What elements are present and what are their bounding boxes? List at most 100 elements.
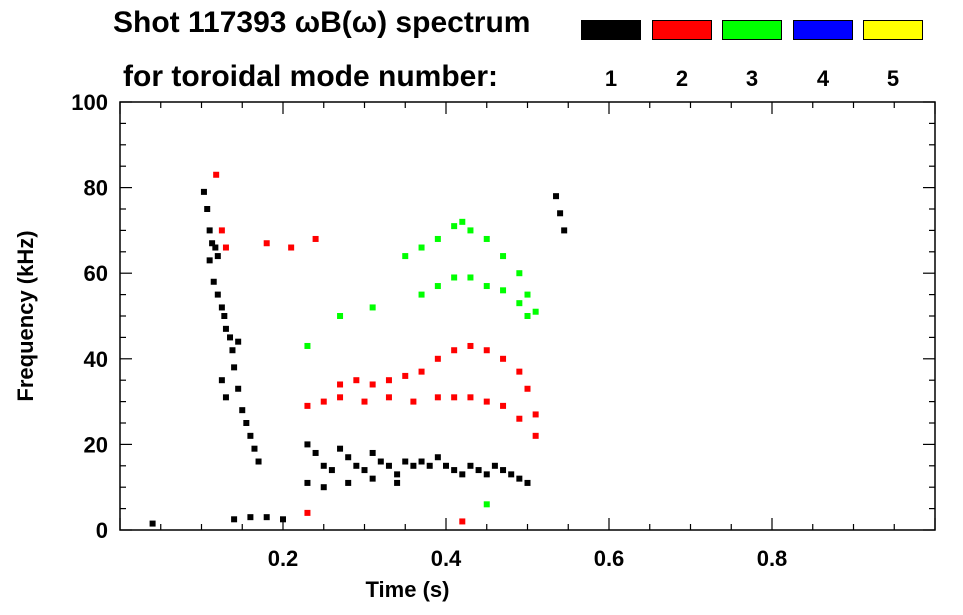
data-point-mode-3	[500, 287, 507, 294]
data-point-mode-2	[516, 415, 523, 422]
data-point-mode-1	[369, 475, 376, 482]
legend-label-1: 1	[604, 66, 618, 91]
chart-subtitle: for toroidal mode number:	[123, 60, 498, 93]
data-point-mode-1	[394, 471, 401, 478]
data-point-mode-1	[500, 467, 507, 474]
data-point-mode-1	[304, 441, 311, 448]
legend-label-4: 4	[816, 66, 830, 91]
data-point-mode-2	[418, 368, 425, 375]
data-point-mode-1	[247, 432, 254, 439]
data-point-mode-2	[361, 398, 368, 405]
data-point-mode-1	[475, 467, 482, 474]
data-point-mode-1	[263, 514, 270, 521]
data-point-mode-1	[491, 462, 498, 469]
data-point-mode-1	[345, 454, 352, 461]
y-axis-title: Frequency (kHz)	[13, 230, 38, 401]
x-tick-label: 0.6	[594, 546, 625, 571]
data-point-mode-2	[467, 342, 474, 349]
data-point-mode-1	[206, 227, 213, 234]
chart-title: Shot 117393 ωB(ω) spectrum	[113, 6, 531, 39]
y-tick-label: 20	[84, 432, 108, 457]
data-point-mode-1	[345, 479, 352, 486]
data-point-mode-1	[210, 278, 217, 285]
data-point-mode-3	[337, 313, 344, 319]
data-point-mode-3	[500, 253, 507, 260]
data-point-mode-1	[557, 210, 564, 217]
data-point-mode-1	[410, 462, 417, 469]
y-tick-label: 80	[84, 176, 108, 201]
y-tick-label: 60	[84, 261, 108, 286]
data-point-mode-1	[524, 479, 531, 486]
data-point-mode-1	[434, 454, 441, 461]
data-point-mode-1	[418, 458, 425, 465]
data-point-mode-3	[451, 274, 458, 281]
data-point-mode-1	[204, 206, 211, 212]
data-point-mode-3	[434, 235, 441, 242]
data-point-mode-1	[218, 304, 225, 311]
data-point-mode-1	[337, 445, 344, 452]
data-point-mode-2	[337, 394, 344, 401]
data-point-mode-1	[402, 458, 409, 465]
data-point-mode-1	[149, 520, 156, 527]
data-point-mode-2	[385, 377, 392, 384]
data-point-mode-1	[483, 471, 490, 478]
x-tick-label: 0.8	[757, 546, 788, 571]
data-point-mode-2	[337, 381, 344, 388]
data-point-mode-3	[304, 342, 311, 349]
data-point-mode-1	[212, 244, 219, 251]
data-point-mode-1	[255, 458, 262, 465]
x-tick-label: 0.2	[268, 546, 299, 571]
data-point-mode-2	[532, 432, 539, 439]
data-point-mode-3	[483, 501, 490, 508]
data-point-mode-2	[467, 394, 474, 401]
data-point-mode-2	[434, 394, 441, 401]
data-point-mode-1	[243, 420, 250, 426]
data-point-mode-2	[434, 355, 441, 362]
data-point-mode-1	[553, 193, 560, 200]
data-point-mode-1	[214, 253, 221, 260]
data-point-mode-2	[385, 394, 392, 401]
data-point-mode-3	[402, 253, 409, 260]
data-point-mode-2	[483, 398, 490, 405]
data-point-mode-2	[353, 377, 360, 384]
data-point-mode-1	[304, 479, 311, 486]
data-point-mode-1	[377, 458, 384, 465]
data-point-mode-2	[451, 394, 458, 401]
data-point-mode-1	[561, 227, 568, 234]
legend-swatch-1	[581, 20, 641, 40]
data-point-mode-1	[451, 467, 458, 474]
data-point-mode-1	[235, 385, 242, 392]
data-point-mode-1	[221, 313, 228, 319]
legend-swatch-3	[722, 20, 782, 40]
data-point-mode-1	[200, 188, 207, 195]
data-point-mode-2	[222, 244, 229, 251]
data-point-mode-1	[459, 471, 466, 478]
data-point-mode-1	[320, 462, 327, 469]
data-point-mode-3	[532, 308, 539, 315]
data-point-mode-3	[369, 304, 376, 311]
data-point-mode-1	[312, 449, 319, 456]
data-point-mode-1	[229, 347, 236, 354]
data-point-mode-1	[227, 334, 234, 341]
data-point-mode-1	[247, 514, 254, 521]
y-tick-label: 0	[96, 518, 108, 543]
x-tick-label: 0.4	[431, 546, 462, 571]
data-point-mode-2	[213, 171, 220, 178]
data-point-mode-2	[320, 398, 327, 405]
data-point-mode-1	[239, 407, 246, 414]
data-point-mode-1	[385, 462, 392, 469]
legend-label-2: 2	[675, 66, 689, 91]
data-point-mode-3	[418, 291, 425, 298]
data-point-mode-2	[304, 402, 311, 409]
y-tick-label: 100	[71, 90, 108, 115]
data-point-mode-1	[426, 462, 433, 469]
data-point-mode-2	[288, 244, 295, 251]
data-point-mode-3	[434, 283, 441, 290]
data-point-mode-1	[231, 516, 238, 523]
data-point-mode-1	[280, 516, 286, 523]
data-point-mode-2	[459, 518, 466, 525]
data-point-mode-1	[209, 240, 216, 247]
data-point-mode-3	[451, 223, 458, 230]
data-point-mode-2	[369, 381, 376, 388]
y-tick-label: 40	[84, 347, 108, 372]
